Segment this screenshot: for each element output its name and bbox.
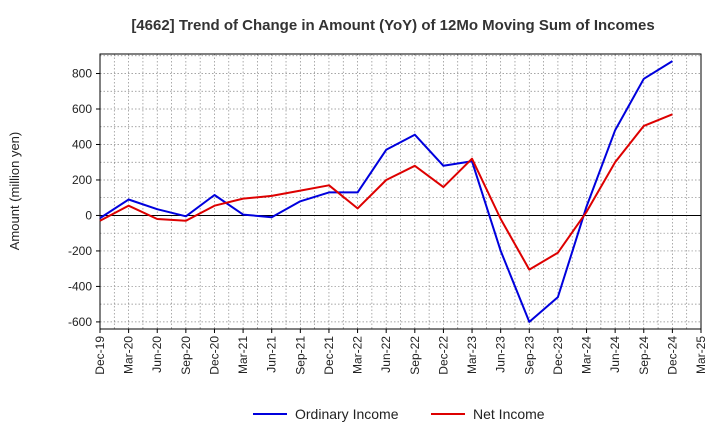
x-tick-label: Mar-22: [351, 336, 365, 374]
series-group: [99, 60, 673, 323]
x-tick-label: Sep-23: [522, 336, 536, 375]
legend-label: Net Income: [473, 406, 545, 422]
x-tick-label: Mar-21: [236, 336, 250, 374]
x-tick-label: Dec-19: [93, 336, 107, 375]
x-tick-label: Mar-25: [694, 336, 708, 374]
x-tick-label: Jun-20: [150, 336, 164, 373]
x-tick-label: Jun-22: [379, 336, 393, 373]
x-tick-label: Sep-20: [179, 336, 193, 375]
x-tick-label: Mar-20: [122, 336, 136, 374]
series-line-net-income: [99, 113, 673, 271]
x-tick-label: Sep-24: [637, 336, 651, 375]
y-axis-label: Amount (million yen): [7, 132, 22, 251]
y-tick-label: -200: [68, 244, 92, 258]
y-tick-label: -600: [68, 315, 92, 329]
x-tick-label: Dec-20: [207, 336, 221, 375]
x-tick-label: Mar-23: [465, 336, 479, 374]
chart-title: [4662] Trend of Change in Amount (YoY) o…: [131, 17, 654, 34]
x-tick-label: Dec-22: [436, 336, 450, 375]
x-tick-label: Mar-24: [580, 336, 594, 374]
plot-area: [99, 53, 702, 330]
x-tick-label: Jun-23: [494, 336, 508, 373]
legend: Ordinary Income Net Income: [253, 406, 545, 422]
x-tick-label: Jun-24: [608, 336, 622, 373]
series-line-ordinary-income: [99, 60, 673, 323]
y-tick-label: 600: [72, 102, 92, 116]
x-tick-label: Dec-21: [322, 336, 336, 375]
y-tick-label: 400: [72, 137, 92, 151]
grid: [99, 54, 702, 329]
x-tick-label: Sep-21: [293, 336, 307, 375]
x-tick-label: Sep-22: [408, 336, 422, 375]
y-tick-label: 800: [72, 67, 92, 81]
y-tick-label: 0: [85, 208, 92, 222]
y-tick-label: 200: [72, 173, 92, 187]
y-tick-label: -400: [68, 279, 92, 293]
x-tick-label: Dec-24: [665, 336, 679, 375]
y-axis-ticks: 800 600 400 200 0 -200 -400 -600: [68, 67, 100, 329]
x-tick-label: Dec-23: [551, 336, 565, 375]
x-tick-label: Jun-21: [265, 336, 279, 373]
legend-label: Ordinary Income: [295, 406, 399, 422]
x-axis-ticks: Dec-19 Mar-20 Jun-20 Sep-20 Dec-20 Mar-21 Jun-…: [93, 329, 708, 375]
